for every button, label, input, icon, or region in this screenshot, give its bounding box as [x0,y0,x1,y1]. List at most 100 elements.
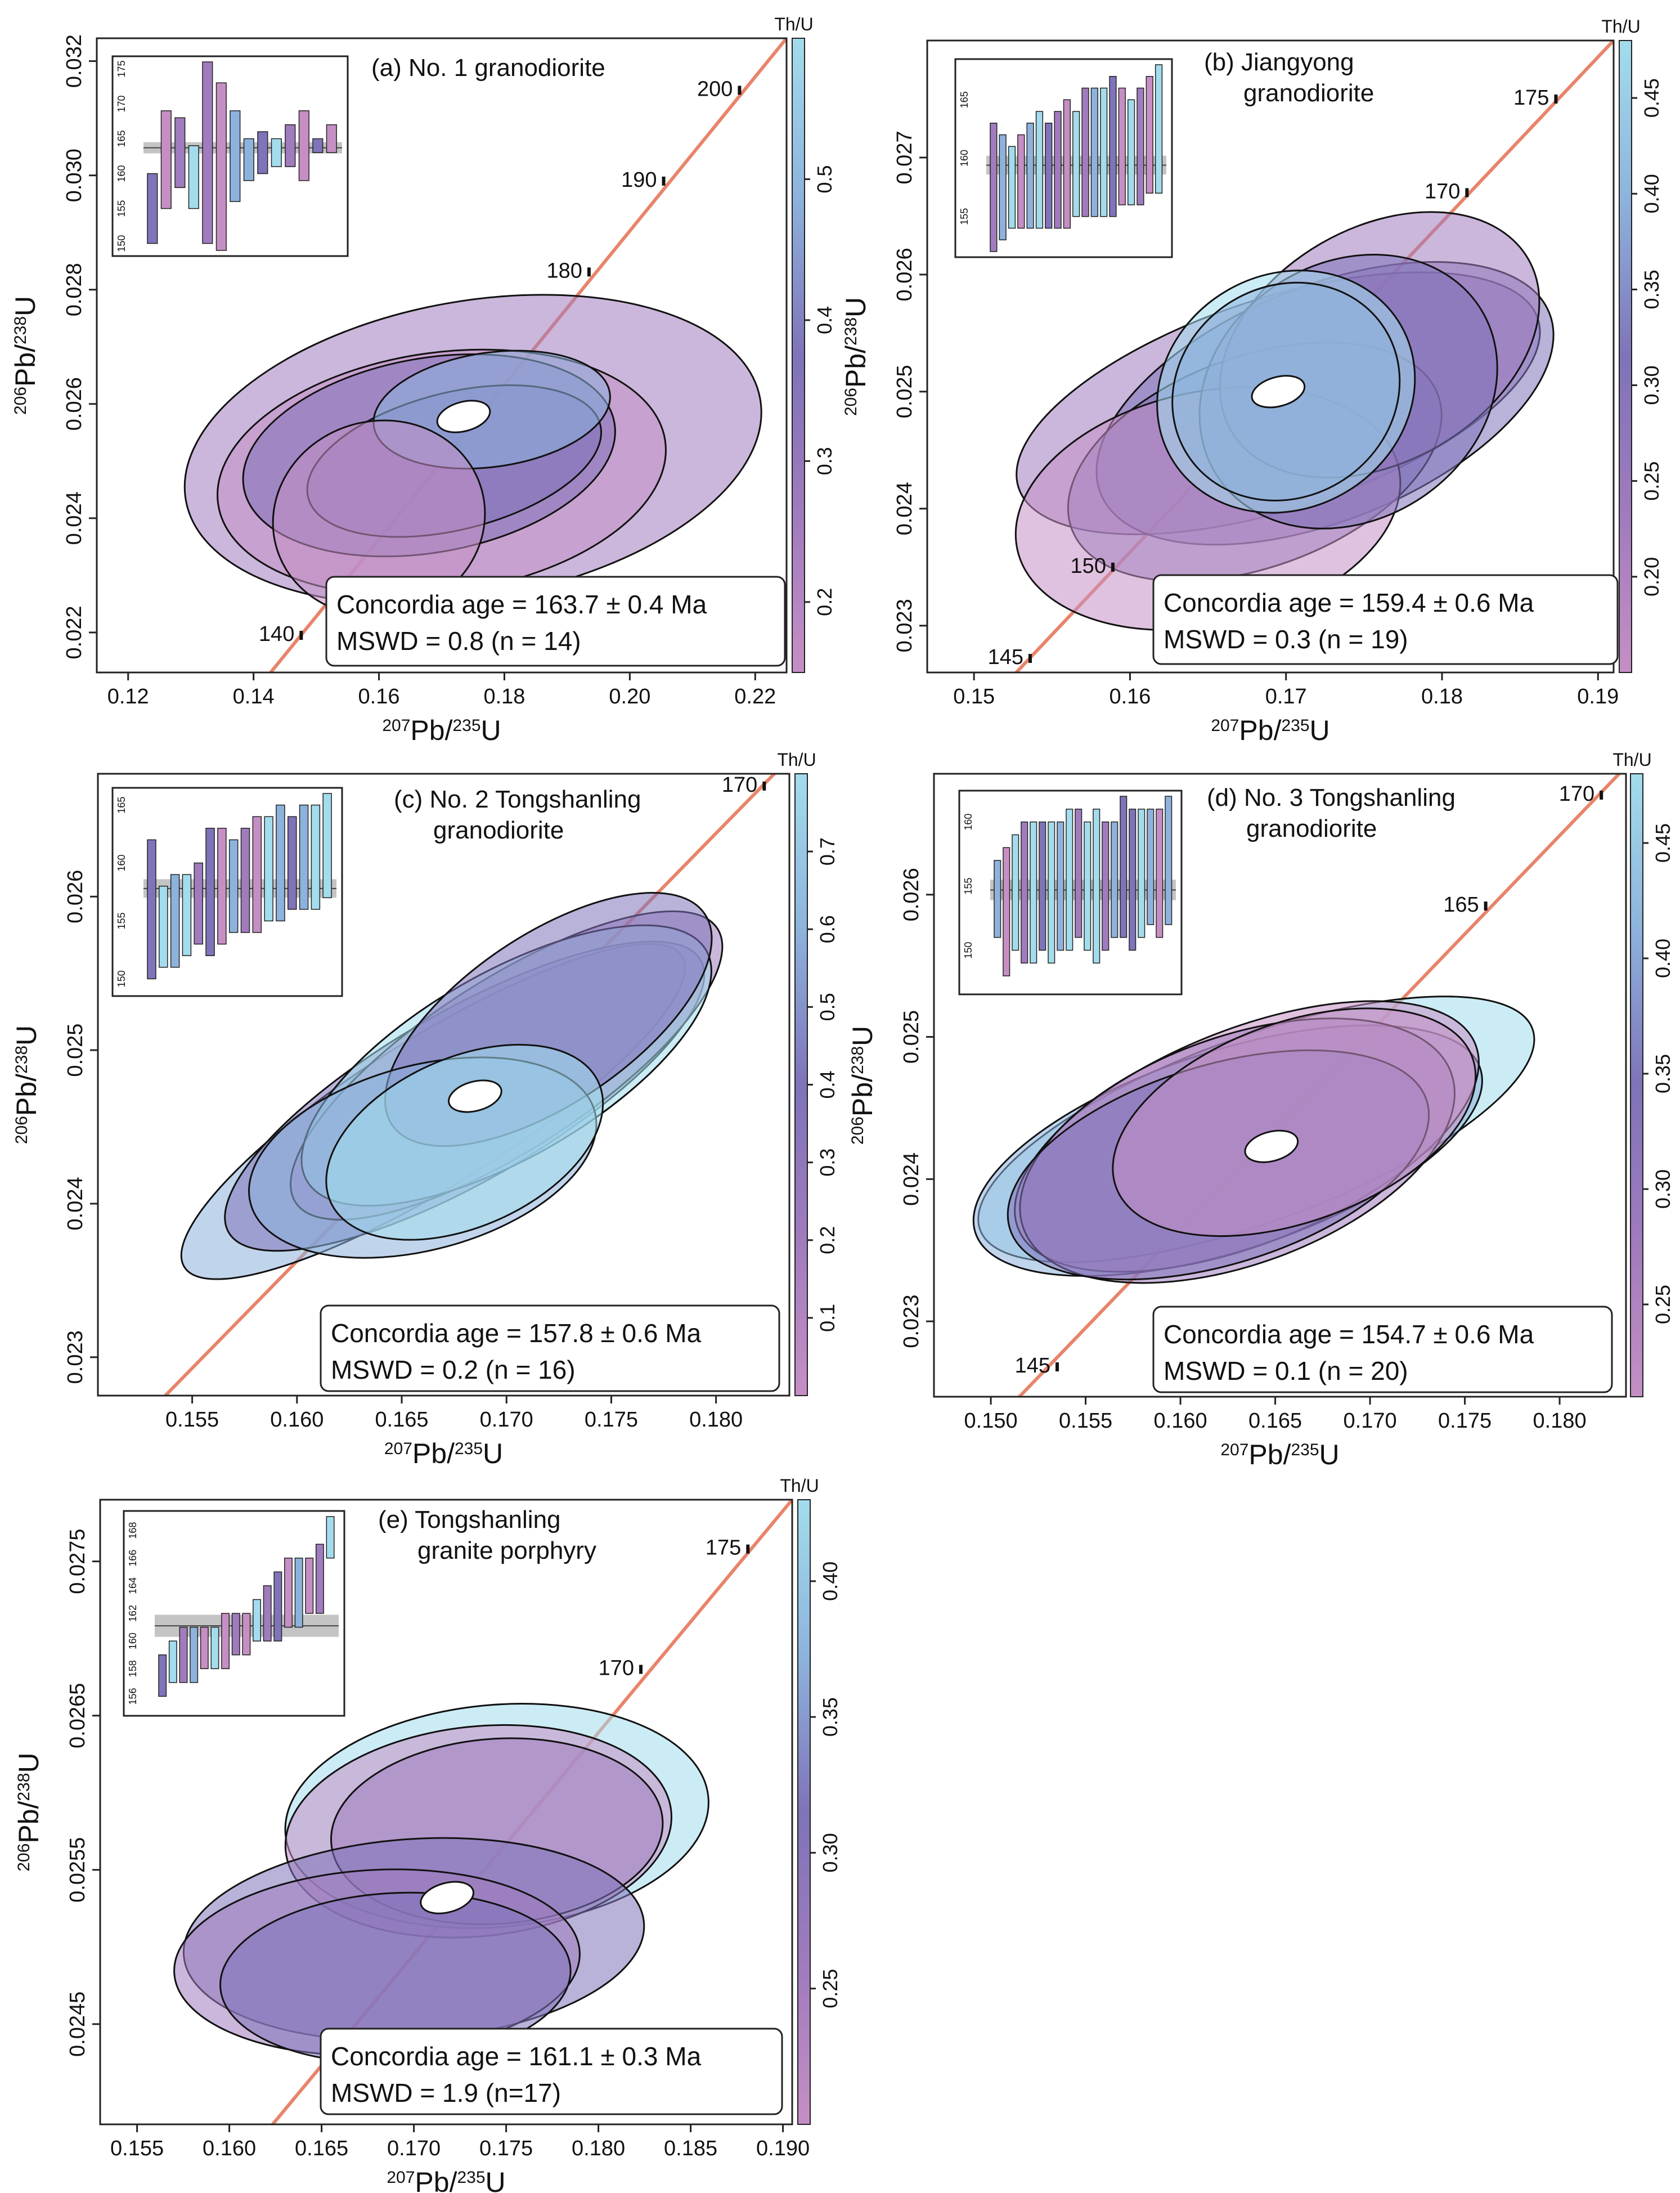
concordia-age-text: Concordia age = 154.7 ± 0.6 Ma [1164,1320,1534,1349]
inset-age-bar [210,1626,219,1670]
inset-age-bar [326,124,337,154]
y-tick-label: 0.022 [62,606,86,659]
y-tick-label: 0.024 [64,1177,87,1230]
colorbar-tick-label: 0.30 [1651,1169,1674,1209]
weighted-mean-inset: 155 160 165 [954,58,1173,258]
colorbar-tick-label: 0.2 [816,1226,839,1254]
concordia-age-text: Concordia age = 157.8 ± 0.6 Ma [331,1319,702,1348]
colorbar [792,38,805,673]
concordia-age-label: 170 [1559,782,1594,806]
inset-tick-label: 165 [116,797,127,814]
age-annotation: Concordia age = 157.8 ± 0.6 Ma MSWD = 0.2… [320,1304,780,1392]
x-tick-label: 0.14 [233,685,275,708]
y-tick-label: 0.023 [900,1295,923,1348]
inset-age-bar [200,1626,209,1670]
x-tick-label: 0.170 [480,1408,533,1432]
colorbar-tick-label: 0.4 [813,306,836,334]
inset-age-bar [312,138,324,154]
colorbar-tick-label: 0.25 [1640,461,1663,501]
concordia-age-tick [1484,902,1488,911]
inset-age-bar [190,1626,199,1683]
concordia-age-text: Concordia age = 159.4 ± 0.6 Ma [1164,588,1534,617]
x-tick-label: 0.15 [953,685,995,708]
inset-tick-label: 155 [959,208,970,225]
error-ellipse [1112,1007,1477,1237]
inset-age-bar [243,138,254,181]
y-tick-label: 0.024 [900,1152,923,1206]
colorbar-tick-label: 0.30 [819,1833,842,1872]
colorbar [797,1499,811,2125]
concordia-age-tick [299,631,303,640]
x-tick-label: 0.16 [358,685,400,708]
panel-title: granite porphyry [417,1537,596,1564]
x-axis-label: 207Pb/235U [1220,1439,1339,1470]
mswd-text: MSWD = 0.3 (n = 19) [1164,625,1408,654]
inset-age-bar [322,793,332,899]
y-tick-label: 0.024 [62,491,86,545]
colorbar-title: Th/U [774,14,813,34]
inset-age-bar [1090,87,1098,217]
colorbar-tick-label: 0.35 [1640,270,1663,309]
y-axis-label: 206Pb/238U [13,1752,44,1871]
annotation-box [320,2028,783,2115]
inset-age-bar [299,804,309,910]
inset-age-bar [221,1613,230,1670]
inset-tick-label: 175 [116,60,127,77]
inset-age-bar [1066,809,1073,951]
x-tick-label: 0.175 [1438,1409,1492,1433]
y-tick-label: 0.030 [62,149,86,202]
inset-age-bar [230,110,241,202]
inset-age-bar [1072,111,1080,217]
inset-age-bar [253,1599,261,1642]
inset-age-bar [298,110,309,181]
mswd-text: MSWD = 0.2 (n = 16) [331,1355,576,1384]
x-axis-label: 207Pb/235U [1211,715,1329,746]
concordia-age-tick [1554,94,1558,104]
inset-age-bar [1138,809,1146,938]
inset-age-bar [1021,821,1028,964]
concordia-age-tick [738,86,742,95]
y-tick-label: 0.032 [62,34,86,88]
x-tick-label: 0.160 [1154,1409,1207,1433]
panel-title: (c) No. 2 Tongshanling [394,786,641,813]
x-tick-label: 0.150 [964,1409,1018,1433]
inset-tick-label: 155 [963,878,974,895]
colorbar [794,773,808,1396]
concordia-age-ellipse [420,1881,474,1914]
inset-age-bar [1129,809,1137,951]
x-tick-label: 0.16 [1109,685,1151,708]
inset-tick-label: 170 [116,95,127,112]
x-tick-label: 0.165 [295,2137,348,2160]
inset-age-bar [305,1557,314,1614]
inset-age-bar [263,1585,272,1642]
x-tick-label: 0.175 [585,1408,638,1432]
inset-age-bar [205,828,215,956]
concordia-age-label: 150 [1071,554,1106,578]
concordia-age-label: 190 [621,168,657,192]
plot-area [163,774,777,1396]
y-axis-label: 206Pb/238U [840,297,872,416]
y-tick-label: 0.023 [893,599,917,652]
colorbar-title: Th/U [1601,16,1640,37]
inset-tick-label: 160 [116,165,127,182]
concordia-age-label: 200 [697,77,733,101]
mswd-text: MSWD = 1.9 (n=17) [331,2078,561,2107]
colorbar-title: Th/U [777,750,816,770]
colorbar-tick-label: 0.35 [819,1697,842,1737]
inset-age-bar [1075,809,1082,938]
x-tick-label: 0.19 [1577,685,1619,708]
inset-age-bar [1111,821,1118,938]
inset-age-bar [194,862,203,945]
inset-age-bar [1003,847,1010,976]
concordia-panel-d: 145 165 170 0.150 0.155 0.160 0.165 0.170 0.175 0… [847,750,1674,1470]
inset-age-bar [179,1626,188,1683]
concordia-age-tick [746,1544,750,1554]
y-axis-label: 206Pb/238U [11,1025,42,1144]
inset-age-bar [170,874,180,968]
inset-age-bar [1146,76,1153,194]
concordia-age-ellipse [436,400,491,433]
age-annotation: Concordia age = 163.7 ± 0.4 Ma MSWD = 0.8… [325,576,786,667]
inset-tick-label: 156 [127,1688,138,1705]
x-tick-label: 0.165 [1248,1409,1302,1433]
plot-frame [933,773,1627,1398]
